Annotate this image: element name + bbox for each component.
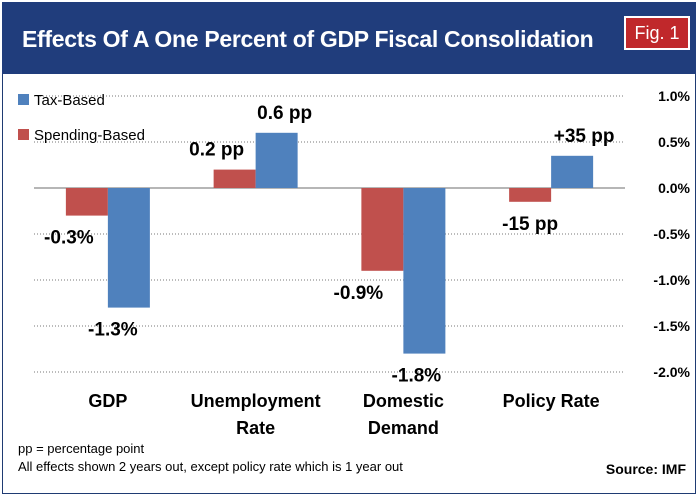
data-label: 0.2 pp <box>189 140 244 161</box>
y-tick-label: 1.0% <box>658 88 690 104</box>
chart-title: Effects Of A One Percent of GDP Fiscal C… <box>22 26 594 52</box>
footnote-pp: pp = percentage point <box>18 441 145 456</box>
data-label: -0.9% <box>334 283 384 304</box>
category-label: Policy Rate <box>503 391 600 411</box>
category-label: Demand <box>368 418 439 438</box>
data-label: -0.3% <box>44 228 94 249</box>
bar-tax <box>255 132 298 188</box>
y-tick-label: -1.5% <box>653 318 690 334</box>
data-label: 0.6 pp <box>257 103 312 124</box>
category-label: Unemployment <box>191 391 321 411</box>
bar-tax <box>107 188 150 308</box>
bar-spending <box>509 188 552 202</box>
legend-swatch <box>18 94 29 105</box>
category-label: GDP <box>88 391 127 411</box>
y-tick-label: -1.0% <box>653 272 690 288</box>
data-label: -1.8% <box>392 366 442 387</box>
y-tick-label: 0.0% <box>658 180 690 196</box>
legend-label: Tax-Based <box>34 92 105 109</box>
category-label: Domestic <box>363 391 444 411</box>
bar-spending <box>213 169 256 188</box>
bar-tax <box>551 155 594 188</box>
data-label: -15 pp <box>502 214 558 235</box>
data-label: +35 pp <box>554 126 615 147</box>
title-bar: Effects Of A One Percent of GDP Fiscal C… <box>2 2 696 74</box>
data-label: -1.3% <box>88 320 138 341</box>
bar-spending <box>65 188 108 216</box>
bar-tax <box>403 188 446 354</box>
bar-spending <box>361 188 404 271</box>
source-note: Source: IMF <box>605 461 686 477</box>
y-tick-label: 0.5% <box>658 134 690 150</box>
figure-badge: Fig. 1 <box>624 16 690 50</box>
y-tick-label: -2.0% <box>653 364 690 380</box>
legend-label: Spending-Based <box>34 127 145 144</box>
category-label: Rate <box>236 418 275 438</box>
footnote-timing: All effects shown 2 years out, except po… <box>18 459 403 474</box>
legend-swatch <box>18 129 29 140</box>
y-tick-label: -0.5% <box>653 226 690 242</box>
